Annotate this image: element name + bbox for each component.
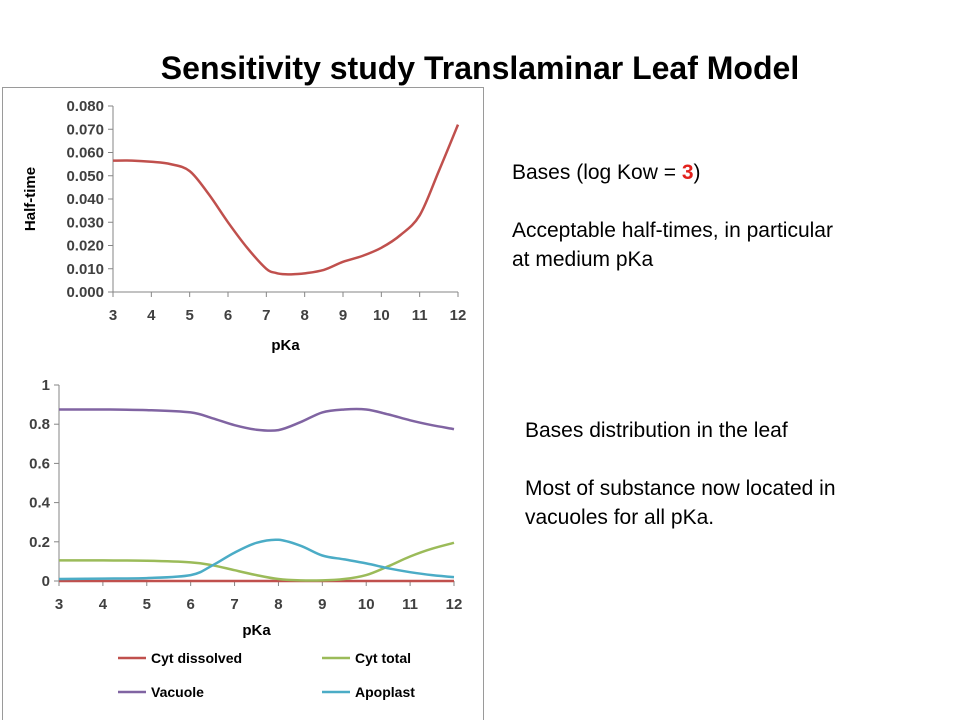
vacuole-series-line <box>58 407 455 432</box>
page-title: Sensitivity study Translaminar Leaf Mode… <box>160 50 800 86</box>
x-tick-label: 6 <box>224 307 232 324</box>
y-tick-label: 0.000 <box>66 284 104 301</box>
legend-label: Vacuole <box>151 684 204 700</box>
x-axis-label: pKa <box>242 622 271 639</box>
y-tick-label: 0.040 <box>66 191 104 208</box>
y-tick-label: 0.080 <box>66 98 104 115</box>
x-tick-label: 9 <box>339 307 347 324</box>
note-line-acceptable: Acceptable half-times, in particular <box>512 219 833 242</box>
y-tick-label: 0.4 <box>29 495 51 512</box>
x-tick-label: 10 <box>358 596 375 613</box>
note-bases-prefix: Bases (log Kow = <box>512 161 682 184</box>
y-tick-label: 0 <box>42 573 50 590</box>
y-tick-label: 0.030 <box>66 214 104 231</box>
x-tick-label: 9 <box>318 596 326 613</box>
x-tick-label: 7 <box>262 307 270 324</box>
x-tick-label: 4 <box>99 596 108 613</box>
distribution-chart-panel: 0 0.2 0.4 0.6 0.8 1 3 4 5 6 7 8 9 10 11 12 pKa Cyt dissol… <box>2 377 484 720</box>
legend-label: Apoplast <box>355 684 415 700</box>
half-time-chart: 0.000 0.010 0.020 0.030 0.040 0.050 0.060 0.070… <box>22 98 467 354</box>
note-bases-suffix: ) <box>693 161 701 184</box>
distribution-note: Bases distribution in the leaf Most of s… <box>525 416 836 532</box>
note-line-bases: Bases (log Kow = 3) <box>512 158 833 187</box>
x-tick-label: 6 <box>186 596 194 613</box>
y-tick-label: 0.6 <box>29 455 50 472</box>
x-tick-label: 11 <box>412 307 428 324</box>
x-tick-label: 5 <box>185 307 193 324</box>
cyt-total-series-line <box>59 541 455 582</box>
x-tick-label: 3 <box>109 307 117 324</box>
y-tick-label: 0.060 <box>66 145 104 162</box>
x-tick-label: 11 <box>402 596 418 613</box>
y-tick-label: 0.070 <box>66 121 104 138</box>
y-tick-label: 0.020 <box>66 238 104 255</box>
note-line-substance: Most of substance now located in <box>525 477 836 500</box>
note-line-vacuoles: vacuoles for all pKa. <box>525 506 715 529</box>
y-axis-label: Half-time <box>22 167 39 231</box>
note-line-distribution: Bases distribution in the leaf <box>525 419 788 442</box>
legend-label: Cyt dissolved <box>151 650 242 666</box>
half-time-note: Bases (log Kow = 3) Acceptable half-time… <box>512 158 833 274</box>
y-tick-label: 0.050 <box>66 168 104 185</box>
note-line-medium: at medium pKa <box>512 248 654 271</box>
y-tick-label: 1 <box>42 377 50 394</box>
x-tick-label: 4 <box>147 307 156 324</box>
x-tick-label: 12 <box>446 596 463 613</box>
half-time-chart-panel: 0.000 0.010 0.020 0.030 0.040 0.050 0.060 0.070… <box>2 87 484 379</box>
x-tick-label: 5 <box>143 596 151 613</box>
apoplast-series-line <box>58 538 455 581</box>
y-tick-label: 0.2 <box>29 534 50 551</box>
half-time-series-line <box>112 124 460 276</box>
y-tick-label: 0.8 <box>29 416 50 433</box>
x-tick-label: 8 <box>274 596 282 613</box>
x-axis-label: pKa <box>271 337 300 354</box>
x-tick-label: 3 <box>55 596 63 613</box>
x-tick-label: 8 <box>300 307 308 324</box>
x-tick-label: 12 <box>450 307 467 324</box>
log-kow-value: 3 <box>681 161 694 184</box>
x-tick-label: 10 <box>373 307 390 324</box>
legend-label: Cyt total <box>355 650 411 666</box>
x-tick-label: 7 <box>230 596 238 613</box>
y-tick-label: 0.010 <box>66 261 104 278</box>
